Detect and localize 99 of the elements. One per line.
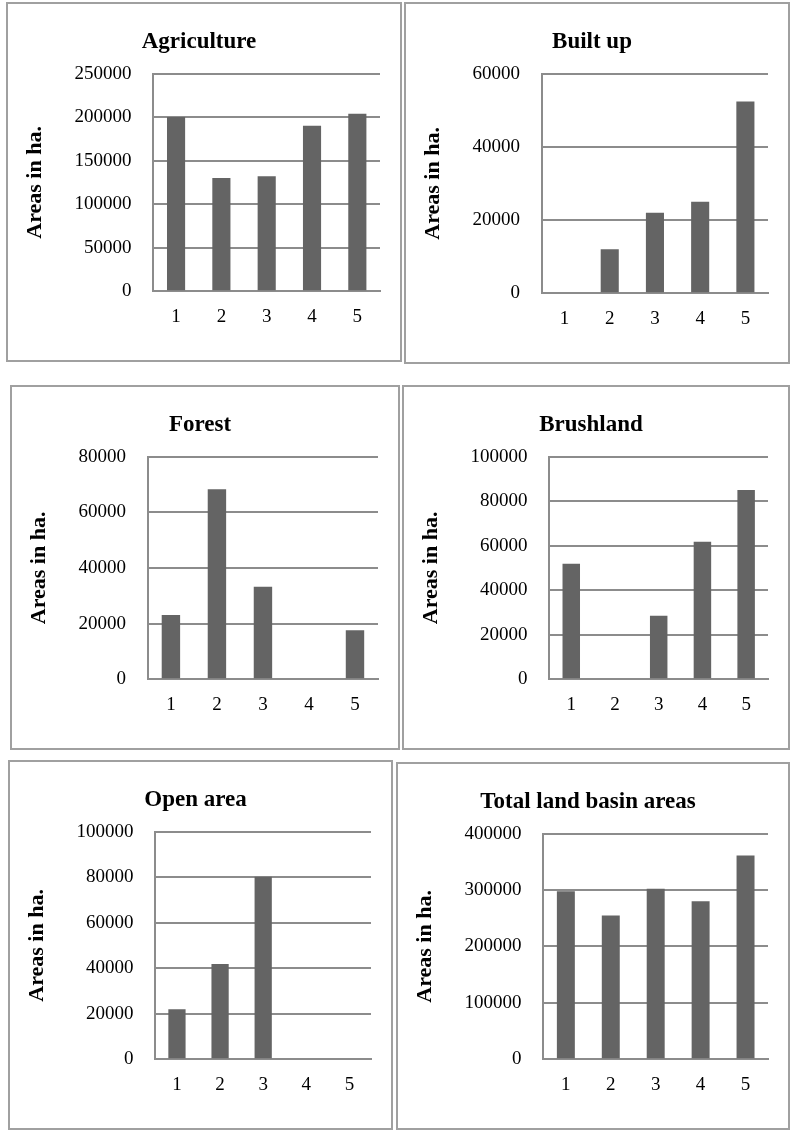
bar	[562, 563, 580, 679]
y-axis-title: Areas in ha.	[418, 127, 444, 240]
y-tick-label: 0	[121, 279, 132, 301]
bar	[646, 888, 665, 1059]
bar	[211, 964, 229, 1059]
x-tick-label: 5	[344, 1072, 355, 1094]
bar	[161, 614, 181, 679]
x-tick-label: 3	[650, 1072, 661, 1094]
bar	[737, 489, 755, 679]
x-tick-label: 2	[216, 304, 227, 326]
y-axis-title: Areas in ha.	[416, 511, 442, 625]
y-tick-label: 100000	[464, 990, 522, 1012]
bar	[253, 586, 273, 679]
y-tick-label: 50000	[83, 235, 132, 257]
chart-title: Open area	[144, 785, 248, 811]
y-tick-label: 0	[511, 1047, 522, 1069]
chart-title: Total land basin areas	[480, 787, 696, 813]
bar	[691, 901, 710, 1059]
x-tick-label: 4	[307, 304, 318, 326]
x-tick-label: 4	[697, 692, 708, 714]
y-tick-label: 80000	[479, 489, 528, 511]
bar	[348, 113, 367, 291]
y-axis-title: Areas in ha.	[20, 126, 46, 239]
y-tick-label: 20000	[472, 207, 520, 229]
bar	[736, 101, 755, 293]
x-tick-label: 3	[258, 1072, 268, 1094]
y-tick-label: 150000	[74, 148, 132, 170]
chart-title: Brushland	[539, 410, 643, 436]
y-tick-label: 100000	[74, 192, 132, 214]
bar	[600, 249, 619, 293]
x-tick-label: 4	[695, 1072, 706, 1094]
y-tick-label: 60000	[479, 533, 528, 555]
bar	[736, 855, 755, 1059]
y-tick-label: 20000	[479, 622, 528, 644]
y-axis-title: Areas in ha.	[410, 890, 436, 1003]
bar	[207, 489, 227, 679]
bar	[691, 201, 710, 293]
y-tick-label: 0	[116, 667, 126, 689]
y-tick-label: 80000	[78, 444, 126, 466]
x-tick-label: 2	[212, 692, 222, 714]
bar	[345, 630, 365, 679]
chart-title: Forest	[168, 410, 232, 436]
y-tick-label: 0	[123, 1047, 134, 1069]
y-tick-label: 40000	[472, 134, 520, 156]
x-tick-label: 4	[304, 692, 315, 714]
y-tick-label: 80000	[85, 865, 134, 887]
bar	[645, 212, 664, 293]
x-tick-label: 4	[695, 306, 706, 328]
x-tick-label: 3	[261, 304, 272, 326]
x-tick-label: 5	[740, 306, 751, 328]
y-tick-label: 200000	[74, 105, 132, 127]
x-tick-label: 3	[653, 692, 664, 714]
y-axis-title: Areas in ha.	[24, 511, 50, 625]
x-tick-label: 2	[604, 306, 615, 328]
bar	[168, 1009, 186, 1059]
y-tick-label: 0	[510, 281, 520, 303]
y-tick-label: 60000	[472, 61, 520, 83]
y-tick-label: 100000	[470, 444, 528, 466]
bar	[254, 876, 272, 1059]
y-tick-label: 200000	[464, 934, 522, 956]
bar	[649, 615, 668, 679]
x-tick-label: 3	[650, 306, 660, 328]
x-tick-label: 2	[606, 1072, 616, 1094]
y-tick-label: 300000	[464, 877, 522, 899]
x-tick-label: 5	[740, 1072, 751, 1094]
x-tick-label: 5	[741, 692, 751, 714]
y-tick-label: 60000	[85, 910, 134, 932]
x-tick-label: 1	[561, 1072, 571, 1094]
bar	[556, 891, 575, 1059]
x-tick-label: 2	[215, 1072, 225, 1094]
bar	[167, 117, 186, 291]
x-tick-label: 1	[559, 306, 570, 328]
x-tick-label: 1	[566, 692, 577, 714]
y-tick-label: 40000	[479, 578, 528, 600]
x-tick-label: 1	[172, 1072, 182, 1094]
x-tick-label: 2	[610, 692, 620, 714]
bar	[212, 178, 231, 291]
bar	[257, 176, 276, 291]
x-tick-label: 4	[301, 1072, 312, 1094]
y-tick-label: 60000	[78, 500, 126, 522]
x-tick-label: 1	[166, 692, 176, 714]
y-axis-title: Areas in ha.	[22, 889, 48, 1002]
x-tick-label: 5	[350, 692, 360, 714]
y-tick-label: 100000	[76, 819, 134, 841]
chart-title: Agriculture	[141, 27, 257, 53]
x-tick-label: 3	[258, 692, 268, 714]
y-tick-label: 40000	[85, 956, 134, 978]
y-tick-label: 40000	[78, 555, 126, 577]
y-tick-label: 0	[517, 667, 528, 689]
bar	[302, 125, 322, 291]
y-tick-label: 20000	[85, 1001, 134, 1023]
chart-title: Built up	[552, 27, 632, 53]
bar	[693, 541, 712, 679]
y-tick-label: 250000	[74, 61, 132, 83]
bar	[601, 915, 620, 1059]
x-tick-label: 1	[171, 304, 181, 326]
y-tick-label: 20000	[78, 611, 126, 633]
x-tick-label: 5	[352, 304, 363, 326]
y-tick-label: 400000	[464, 821, 522, 843]
